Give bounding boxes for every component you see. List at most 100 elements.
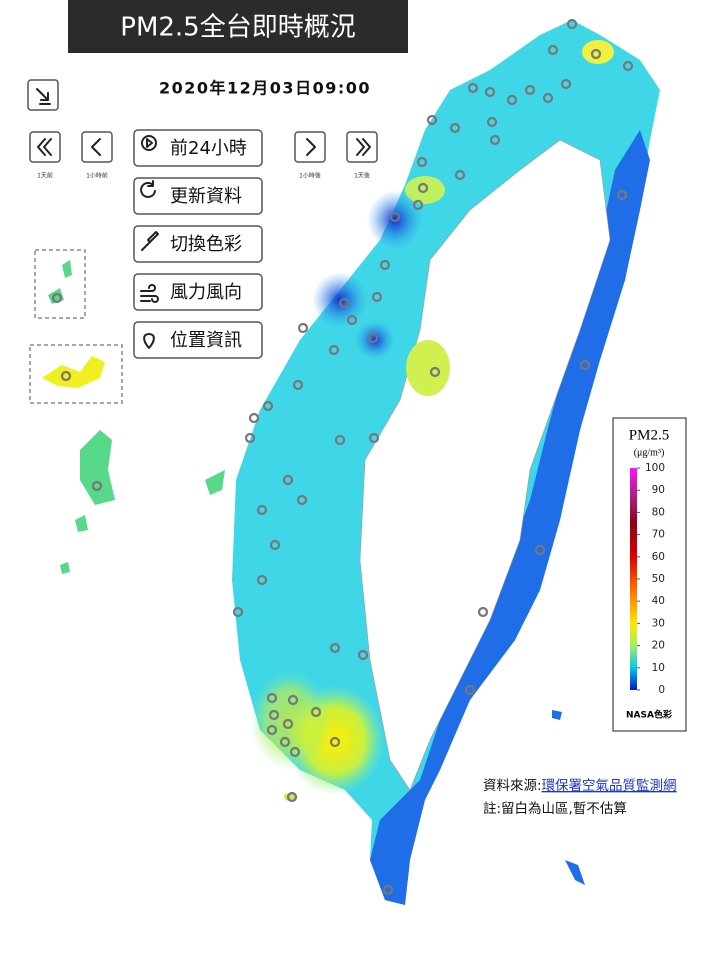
legend-tick-label: 60: [652, 551, 665, 563]
station[interactable]: [477, 606, 489, 618]
menu-button[interactable]: 更新資料: [133, 177, 263, 215]
station[interactable]: [282, 474, 294, 486]
chevron-icon: [91, 138, 101, 156]
station[interactable]: [51, 292, 63, 304]
station[interactable]: [524, 84, 536, 96]
station[interactable]: [329, 736, 341, 748]
station[interactable]: [334, 434, 346, 446]
station[interactable]: [328, 344, 340, 356]
menu-label: 前24小時: [170, 138, 247, 159]
station[interactable]: [590, 48, 602, 60]
station[interactable]: [542, 92, 554, 104]
station[interactable]: [506, 94, 518, 106]
legend-tick-label: 40: [652, 595, 665, 607]
station[interactable]: [560, 78, 572, 90]
station[interactable]: [287, 694, 299, 706]
legend-tick-label: 20: [652, 640, 665, 652]
nav-button[interactable]: 1天後: [346, 131, 378, 180]
station[interactable]: [60, 370, 72, 382]
station[interactable]: [389, 211, 401, 223]
station[interactable]: [622, 60, 634, 72]
legend-tick-label: 0: [658, 684, 665, 696]
button-frame: [133, 225, 263, 263]
color-bar: [630, 468, 637, 690]
station[interactable]: [282, 718, 294, 730]
station[interactable]: [296, 494, 308, 506]
station[interactable]: [266, 692, 278, 704]
station[interactable]: [268, 709, 280, 721]
station[interactable]: [616, 189, 628, 201]
menu-button[interactable]: 前24小時: [133, 129, 263, 167]
title-bar: [68, 0, 408, 53]
station[interactable]: [248, 412, 260, 424]
chevron-icon: [306, 138, 316, 156]
station[interactable]: [429, 366, 441, 378]
note: 註:留白為山區,暫不估算: [483, 801, 627, 817]
station[interactable]: [382, 884, 394, 896]
station[interactable]: [338, 297, 350, 309]
legend-title: PM2.5: [629, 427, 669, 443]
menu-label: 位置資訊: [170, 330, 242, 351]
station[interactable]: [269, 539, 281, 551]
menu-icon: [141, 135, 157, 151]
station[interactable]: [357, 649, 369, 661]
station[interactable]: [417, 182, 429, 194]
station[interactable]: [91, 480, 103, 492]
nav-button[interactable]: 1小時前: [81, 131, 113, 180]
datetime: 2020年12月03日09:00: [159, 79, 371, 98]
station[interactable]: [449, 122, 461, 134]
station[interactable]: [262, 400, 274, 412]
station[interactable]: [256, 574, 268, 586]
station[interactable]: [486, 116, 498, 128]
station[interactable]: [289, 746, 301, 758]
button-frame: [346, 131, 378, 163]
source-link[interactable]: 環保署空氣品質監測網: [542, 777, 677, 794]
station[interactable]: [371, 291, 383, 303]
station[interactable]: [426, 114, 438, 126]
station[interactable]: [297, 322, 309, 334]
station[interactable]: [266, 724, 278, 736]
collapse-button[interactable]: [27, 79, 59, 111]
station[interactable]: [329, 642, 341, 654]
station[interactable]: [467, 82, 479, 94]
menu-button[interactable]: 位置資訊: [133, 321, 263, 359]
menu-button[interactable]: 切換色彩: [133, 225, 263, 263]
station[interactable]: [412, 199, 424, 211]
station[interactable]: [489, 134, 501, 146]
nav: 1天前 1小時前 1小時後 1天後: [29, 131, 378, 180]
station[interactable]: [367, 332, 379, 344]
station[interactable]: [454, 169, 466, 181]
palette-name: NASA色彩: [626, 709, 672, 721]
station[interactable]: [286, 791, 298, 803]
menu-icon: [140, 284, 159, 303]
station[interactable]: [244, 432, 256, 444]
nav-button[interactable]: 1天前: [29, 131, 61, 180]
title: PM2.5全台即時概況: [120, 13, 355, 43]
station[interactable]: [464, 684, 476, 696]
station[interactable]: [484, 86, 496, 98]
source: 資料來源:環保署空氣品質監測網: [483, 777, 677, 794]
nav-label: 1小時後: [299, 172, 321, 180]
station[interactable]: [279, 736, 291, 748]
station[interactable]: [547, 44, 559, 56]
station[interactable]: [292, 379, 304, 391]
nav-label: 1天前: [37, 172, 53, 180]
station[interactable]: [346, 314, 358, 326]
source-label: 資料來源:: [483, 778, 542, 794]
station[interactable]: [232, 606, 244, 618]
station[interactable]: [416, 156, 428, 168]
menu-icon: [140, 180, 156, 198]
station[interactable]: [534, 544, 546, 556]
menu-icon: [143, 333, 155, 349]
station[interactable]: [256, 504, 268, 516]
station[interactable]: [368, 432, 380, 444]
station[interactable]: [566, 18, 578, 30]
station[interactable]: [379, 259, 391, 271]
menu-button[interactable]: 風力風向: [133, 273, 263, 311]
station[interactable]: [579, 359, 591, 371]
nav-button[interactable]: 1小時後: [294, 131, 326, 180]
station[interactable]: [310, 706, 322, 718]
legend-tick-label: 50: [652, 573, 665, 585]
